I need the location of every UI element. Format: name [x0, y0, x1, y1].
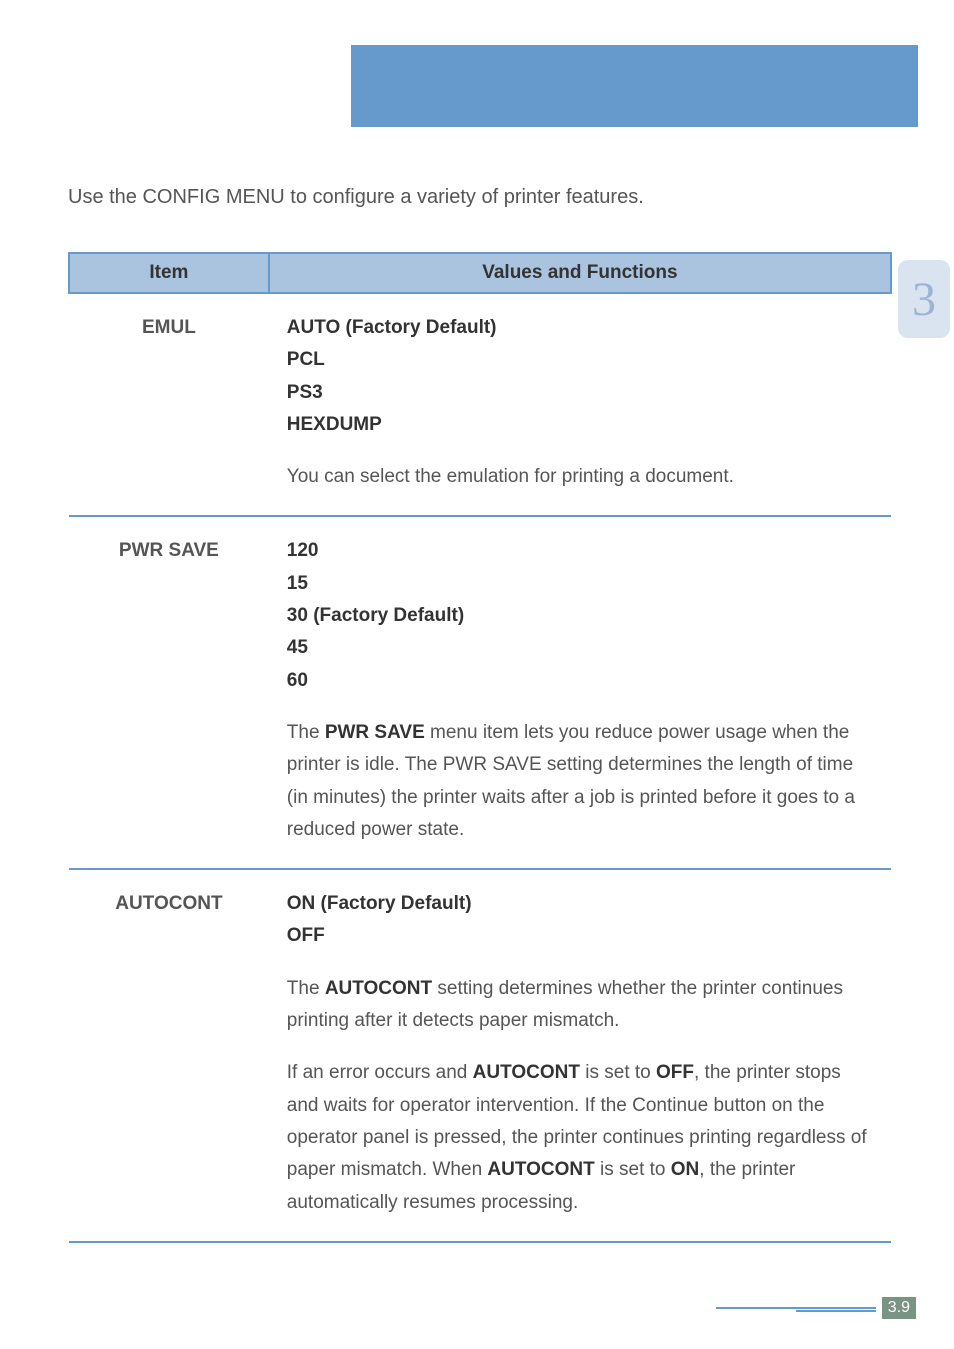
option: OFF [287, 920, 873, 952]
item-name: PWR SAVE [69, 516, 269, 869]
table-row: EMUL AUTO (Factory Default) PCL PS3 HEXD… [69, 293, 891, 516]
option: 15 [287, 568, 873, 600]
option: 45 [287, 632, 873, 664]
item-values: ON (Factory Default) OFF The AUTOCONT se… [269, 869, 891, 1242]
config-menu-table: Item Values and Functions EMUL AUTO (Fac… [68, 252, 892, 1243]
text: is set to [595, 1159, 671, 1180]
header-values: Values and Functions [269, 253, 891, 293]
option: HEXDUMP [287, 409, 873, 441]
item-values: AUTO (Factory Default) PCL PS3 HEXDUMP Y… [269, 293, 891, 516]
description: You can select the emulation for printin… [287, 461, 873, 493]
footer-rule [716, 1307, 876, 1309]
description: The AUTOCONT setting determines whether … [287, 973, 873, 1038]
header-item: Item [69, 253, 269, 293]
bold-text: PWR SAVE [325, 722, 425, 743]
description: If an error occurs and AUTOCONT is set t… [287, 1057, 873, 1218]
description: The PWR SAVE menu item lets you reduce p… [287, 717, 873, 846]
bold-text: OFF [656, 1062, 694, 1083]
table-row: PWR SAVE 120 15 30 (Factory Default) 45 … [69, 516, 891, 869]
table-row: AUTOCONT ON (Factory Default) OFF The AU… [69, 869, 891, 1242]
bold-text: ON [671, 1159, 700, 1180]
text: The [287, 978, 325, 999]
text: The [287, 722, 325, 743]
option: PS3 [287, 377, 873, 409]
text: If an error occurs and [287, 1062, 473, 1083]
page-number: 3.9 [882, 1297, 916, 1319]
chapter-tab: 3 [898, 260, 950, 338]
text: is set to [580, 1062, 656, 1083]
bold-text: AUTOCONT [473, 1062, 580, 1083]
item-name: AUTOCONT [69, 869, 269, 1242]
option: ON (Factory Default) [287, 888, 873, 920]
option: 60 [287, 665, 873, 697]
option: AUTO (Factory Default) [287, 312, 873, 344]
intro-text: Use the CONFIG MENU to configure a varie… [68, 186, 644, 209]
bold-text: AUTOCONT [487, 1159, 594, 1180]
option: PCL [287, 344, 873, 376]
header-banner [0, 0, 954, 150]
item-values: 120 15 30 (Factory Default) 45 60 The PW… [269, 516, 891, 869]
page-footer: 3.9 [716, 1297, 916, 1319]
item-name: EMUL [69, 293, 269, 516]
option: 30 (Factory Default) [287, 600, 873, 632]
option: 120 [287, 535, 873, 567]
banner-cutout [68, 45, 351, 155]
bold-text: AUTOCONT [325, 978, 432, 999]
chapter-number: 3 [912, 272, 936, 327]
